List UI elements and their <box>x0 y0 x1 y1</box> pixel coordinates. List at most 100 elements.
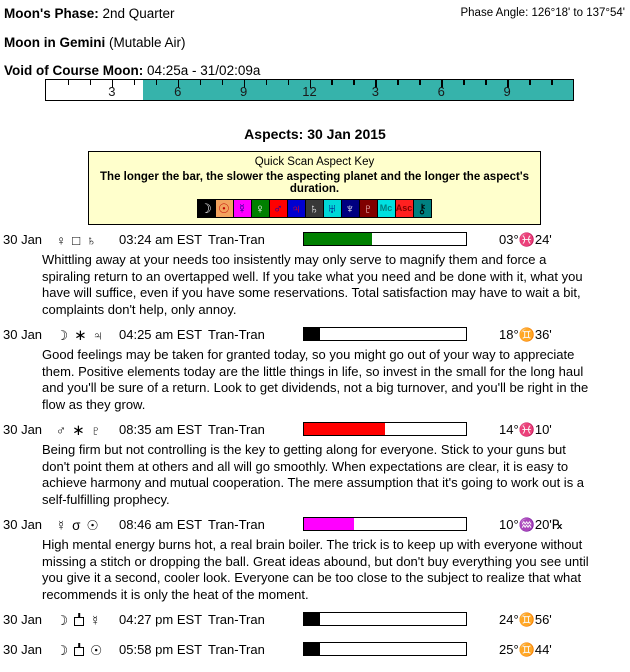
square-aspect-icon: □ <box>72 232 81 248</box>
aspect-date: 30 Jan <box>3 422 43 437</box>
moon-icon: ☽ <box>56 612 69 628</box>
aspect-degree: 10°♒20'℞ <box>499 517 564 532</box>
aspect-duration-bar-fill <box>304 643 321 655</box>
neptune-icon: ♆ <box>340 199 360 218</box>
key-subtitle: The longer the bar, the slower the aspec… <box>100 171 529 195</box>
phase-angle-value: 126°18' to 137°54' <box>531 7 625 19</box>
aspect-row: 30 Jan ♂ ∗ ♇ 08:35 am EST Tran-Tran 14°♓… <box>0 422 630 508</box>
uranus-icon: ♅ <box>322 199 342 218</box>
aspect-time: 03:24 am EST <box>119 232 203 247</box>
mercury-icon: ☿ <box>56 517 67 533</box>
aspect-date: 30 Jan <box>3 612 43 627</box>
moon-sign-quality: (Mutable Air) <box>109 35 186 50</box>
aspect-header: 30 Jan ☽ ☿ 04:27 pm EST Tran-Tran 24°♊56… <box>0 612 630 631</box>
sun-icon: ☉ <box>214 199 234 218</box>
hour-label: 12 <box>302 84 317 99</box>
moons-phase-value: 2nd Quarter <box>102 6 175 21</box>
hour-tick <box>243 80 246 88</box>
planet-glyph-strip: ☽ ☉ ☿ ♀ ♂ ♃ ♄ ♅ ♆ ♇ Mc Asc ⚷ <box>89 199 540 218</box>
void-of-course-line: Void of Course Moon: 04:25a - 31/02:09a <box>4 63 260 78</box>
moons-phase-label: Moon's Phase: <box>4 6 99 21</box>
aspect-degree: 18°♊36' <box>499 327 552 342</box>
aspect-type: Tran-Tran <box>208 327 265 342</box>
aspect-glyphs: ☽ ∗ ♃ <box>56 327 103 344</box>
void-of-course-fill <box>143 80 573 100</box>
saturn-icon: ♄ <box>304 199 324 218</box>
hour-label: 9 <box>503 84 511 99</box>
quick-scan-aspect-key: Quick Scan Aspect Key The longer the bar… <box>88 151 541 225</box>
hour-tick <box>419 80 421 85</box>
chiron-icon: ⚷ <box>412 199 432 218</box>
aspect-list: 30 Jan ♀ □ ♄ 03:24 am EST Tran-Tran 03°♓… <box>0 232 630 672</box>
sesquiquadrate-aspect-icon <box>74 617 85 626</box>
aspect-glyphs: ♂ ∗ ♇ <box>56 422 101 439</box>
aspect-description: Whittling away at your needs too insiste… <box>42 252 583 317</box>
sextile-aspect-icon: ∗ <box>72 422 85 439</box>
aspect-time: 04:27 pm EST <box>119 612 203 627</box>
aspect-header: 30 Jan ☽ ∗ ♃ 04:25 am EST Tran-Tran 18°♊… <box>0 327 630 346</box>
hour-label: 3 <box>371 84 379 99</box>
venus-icon: ♀ <box>56 232 67 248</box>
mars-icon: ♂ <box>56 422 67 438</box>
aspect-duration-bar-fill <box>304 233 373 245</box>
conjunction-aspect-icon: σ <box>72 517 81 533</box>
aspect-type: Tran-Tran <box>208 232 265 247</box>
aspect-row: 30 Jan ♀ □ ♄ 03:24 am EST Tran-Tran 03°♓… <box>0 232 630 318</box>
aspect-date: 30 Jan <box>3 327 43 342</box>
aspect-duration-bar <box>303 517 467 531</box>
aspect-row: 30 Jan ☽ ☉ 05:58 pm EST Tran-Tran 25°♊44… <box>0 642 630 661</box>
aspect-type: Tran-Tran <box>208 642 265 657</box>
aspect-degree: 14°♓10' <box>499 422 552 437</box>
sun-icon: ☉ <box>86 517 99 533</box>
aspect-header: 30 Jan ☽ ☉ 05:58 pm EST Tran-Tran 25°♊44… <box>0 642 630 661</box>
aspect-degree: 03°♓24' <box>499 232 552 247</box>
hour-tick <box>265 80 268 85</box>
aspect-duration-bar-fill <box>304 613 321 625</box>
phase-angle-label: Phase Angle: <box>460 7 529 19</box>
moon-sign-line: Moon in Gemini (Mutable Air) <box>4 35 186 50</box>
aspect-time: 05:58 pm EST <box>119 642 203 657</box>
hour-tick <box>331 80 333 85</box>
aspect-date: 30 Jan <box>3 232 43 247</box>
aspect-duration-bar-fill <box>304 518 355 530</box>
hour-tick <box>485 80 487 85</box>
hour-label: 9 <box>240 84 248 99</box>
aspect-duration-bar <box>303 612 467 626</box>
hour-tick <box>133 80 136 85</box>
hour-tick <box>551 80 553 85</box>
mercury-icon: ☿ <box>90 612 101 628</box>
sesquiquadrate-aspect-icon <box>74 647 85 656</box>
aspect-degree: 24°♊56' <box>499 612 552 627</box>
aspect-description: Good feelings may be taken for granted t… <box>42 347 589 412</box>
hour-tick <box>375 80 377 88</box>
hour-tick <box>221 80 224 85</box>
moon-icon: ☽ <box>56 642 69 658</box>
aspect-time: 08:35 am EST <box>119 422 203 437</box>
moons-phase-line: Moon's Phase: 2nd Quarter <box>4 6 175 21</box>
aspect-row: 30 Jan ☿ σ ☉ 08:46 am EST Tran-Tran 10°♒… <box>0 517 630 603</box>
void-of-course-label: Void of Course Moon: <box>4 63 144 78</box>
hour-tick <box>111 80 114 88</box>
aspect-duration-bar-fill <box>304 328 321 340</box>
aspect-date: 30 Jan <box>3 517 43 532</box>
aspect-duration-bar <box>303 422 467 436</box>
moon-sign-label: Moon in Gemini <box>4 35 106 50</box>
aspect-degree: 25°♊44' <box>499 642 552 657</box>
aspect-glyphs: ☿ σ ☉ <box>56 517 99 534</box>
aspect-header: 30 Jan ♀ □ ♄ 03:24 am EST Tran-Tran 03°♓… <box>0 232 630 251</box>
aspect-type: Tran-Tran <box>208 517 265 532</box>
mars-icon: ♂ <box>268 199 288 218</box>
aspect-row: 30 Jan ☽ ☿ 04:27 pm EST Tran-Tran 24°♊56… <box>0 612 630 631</box>
aspect-time: 04:25 am EST <box>119 327 203 342</box>
aspect-type: Tran-Tran <box>208 422 265 437</box>
jupiter-icon: ♃ <box>92 327 103 343</box>
void-of-course-timeline: 3 6 9 12 3 6 9 <box>45 79 574 101</box>
hour-tick <box>397 80 399 85</box>
hour-tick <box>67 80 70 85</box>
aspects-title: Aspects: 30 Jan 2015 <box>244 126 386 142</box>
aspect-date: 30 Jan <box>3 642 43 657</box>
moon-icon: ☽ <box>196 199 216 218</box>
hour-tick <box>177 80 180 88</box>
pluto-icon: ♇ <box>358 199 378 218</box>
aspect-duration-bar <box>303 232 467 246</box>
